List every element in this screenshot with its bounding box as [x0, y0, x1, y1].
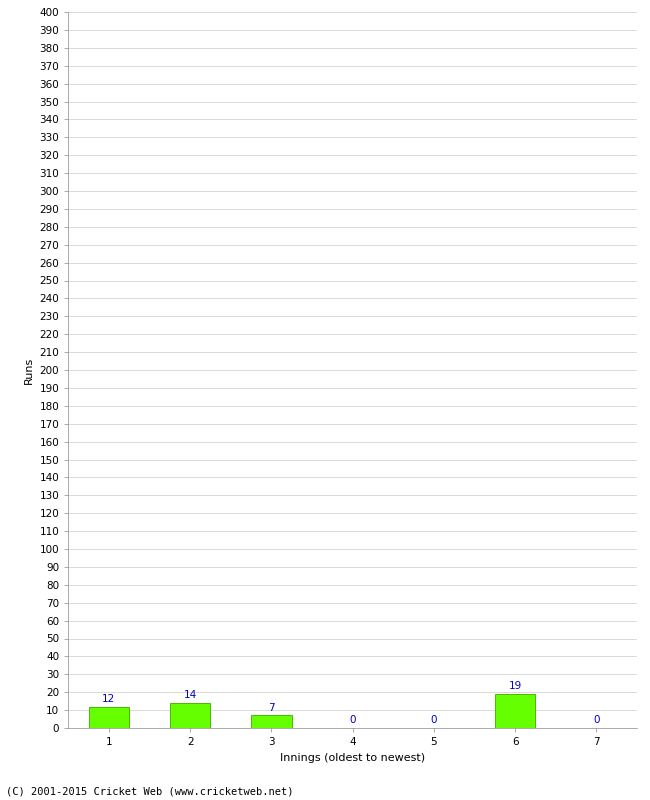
Text: 7: 7 [268, 702, 275, 713]
X-axis label: Innings (oldest to newest): Innings (oldest to newest) [280, 753, 425, 762]
Text: 0: 0 [430, 715, 437, 726]
Text: 19: 19 [508, 682, 522, 691]
Bar [251, 715, 292, 728]
Bar [495, 694, 536, 728]
Bar [170, 703, 211, 728]
Bar [88, 706, 129, 728]
Text: (C) 2001-2015 Cricket Web (www.cricketweb.net): (C) 2001-2015 Cricket Web (www.cricketwe… [6, 786, 294, 796]
Text: 0: 0 [350, 715, 356, 726]
Text: 12: 12 [102, 694, 116, 704]
Text: 14: 14 [183, 690, 197, 700]
Y-axis label: Runs: Runs [24, 356, 34, 384]
Text: 0: 0 [593, 715, 599, 726]
